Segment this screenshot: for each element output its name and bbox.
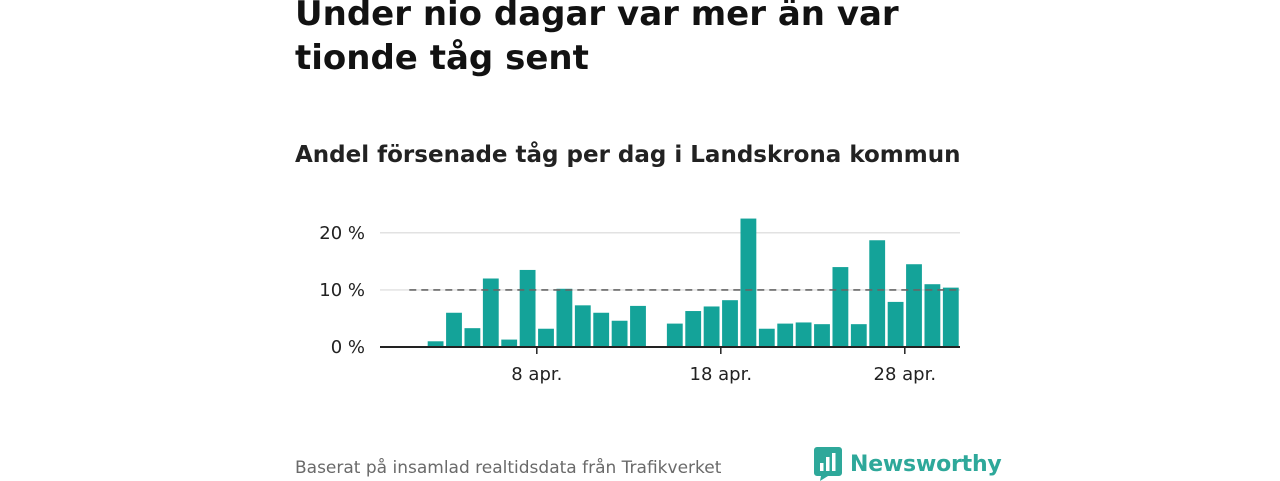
bar <box>758 328 775 347</box>
bar <box>519 269 536 347</box>
bar <box>795 322 812 347</box>
bar <box>593 312 610 347</box>
newsworthy-logo: Newsworthy <box>814 447 1002 481</box>
brand-name: Newsworthy <box>850 451 1002 477</box>
bar <box>611 320 628 347</box>
bar <box>887 301 904 347</box>
bar <box>427 341 444 347</box>
bar <box>446 312 462 347</box>
headline: Under nio dagar var mer än var tionde tå… <box>295 0 899 78</box>
bar <box>574 305 591 347</box>
x-tick-label: 28 apr. <box>874 364 937 385</box>
y-tick-label: 20 % <box>319 223 365 244</box>
x-tick-label: 8 apr. <box>511 364 562 385</box>
bar <box>482 278 499 347</box>
bar <box>685 311 702 347</box>
bar <box>703 306 720 347</box>
source-note: Baserat på insamlad realtidsdata från Tr… <box>295 458 722 478</box>
bar <box>556 288 573 347</box>
bar <box>777 323 794 347</box>
bar <box>464 328 481 347</box>
bar <box>906 264 922 347</box>
bar <box>666 323 683 347</box>
bar <box>538 328 554 347</box>
chart-title: Andel försenade tåg per dag i Landskrona… <box>295 142 961 168</box>
y-tick-label: 10 % <box>319 280 365 301</box>
bar <box>850 324 867 347</box>
bar <box>832 267 849 347</box>
bar <box>630 305 646 347</box>
bar <box>924 284 941 347</box>
y-tick-label: 0 % <box>331 337 365 358</box>
bar <box>501 339 518 347</box>
x-tick-label: 18 apr. <box>690 364 753 385</box>
bar <box>869 240 886 347</box>
bar <box>740 218 757 347</box>
bar <box>722 300 738 347</box>
newsworthy-logo-icon <box>814 447 842 481</box>
bar <box>814 324 830 347</box>
bar <box>942 287 959 347</box>
